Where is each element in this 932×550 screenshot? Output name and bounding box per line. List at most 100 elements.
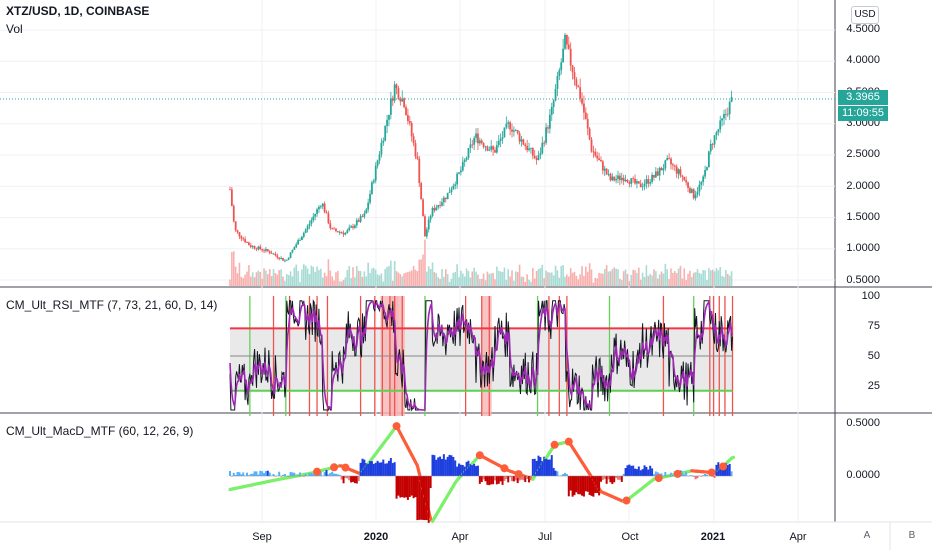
macd-histogram-bar [429, 476, 432, 488]
time-tick: Apr [789, 531, 807, 543]
volume-bar [675, 273, 678, 286]
candle-body [461, 161, 464, 171]
macd-histogram-bar [613, 476, 616, 483]
volume-bar [367, 262, 369, 286]
macd-histogram-bar [705, 474, 708, 476]
candle-body [524, 144, 527, 147]
volume-bar [297, 270, 299, 286]
candle-body [283, 260, 286, 262]
volume-bar [270, 276, 273, 286]
candle-body [408, 121, 411, 124]
rsi-indicator-title[interactable]: CM_Ult_RSI_MTF (7, 73, 21, 60, D, 14) [6, 298, 218, 312]
candle-body [389, 98, 392, 115]
macd-histogram-bar [656, 472, 659, 476]
candle-body [704, 169, 706, 177]
candle-body [639, 183, 642, 187]
volume-bar [600, 273, 602, 286]
volume-bar [272, 269, 275, 286]
macd-histogram-bar [458, 463, 461, 476]
macd-histogram-bar [639, 470, 642, 476]
macd-cross-dot [475, 451, 484, 460]
candle-body [431, 208, 434, 216]
time-tick: Oct [621, 531, 639, 543]
volume-bar [479, 278, 481, 286]
price-tick: 1.5000 [846, 211, 880, 223]
macd-histogram-bar [387, 460, 390, 476]
candle-body [384, 125, 387, 141]
candle-body [495, 145, 498, 153]
volume-bar [433, 272, 436, 286]
price-tick: 2.5000 [846, 148, 880, 160]
candle-body [516, 130, 519, 134]
volume-bar [325, 276, 328, 286]
macd-histogram-bar [228, 470, 231, 476]
volume-bar [448, 281, 451, 286]
macd-histogram-bar [287, 476, 290, 477]
candle-body [405, 107, 407, 116]
volume-bar [592, 282, 595, 286]
candle-body [603, 168, 606, 171]
macd-histogram-bar [369, 461, 372, 476]
macd-histogram-bar [681, 471, 684, 476]
candle-body [541, 142, 544, 154]
volume-bar [706, 279, 708, 286]
candle-body [261, 249, 264, 251]
candle-body [484, 146, 487, 148]
volume-bar [422, 254, 424, 286]
macd-histogram-bar [630, 465, 633, 476]
volume-bar [549, 272, 551, 286]
macd-histogram-bar [634, 468, 637, 476]
candle-body [467, 147, 470, 158]
chart-settings-button[interactable]: B [908, 530, 916, 541]
candle-body [707, 151, 710, 168]
candle-body [427, 219, 430, 230]
macd-histogram-bar [524, 476, 527, 483]
volume-bar [429, 268, 432, 286]
candle-body [433, 208, 436, 211]
volume-bar [586, 271, 589, 286]
macd-histogram-bar [350, 476, 353, 483]
candle-body [374, 165, 377, 181]
volume-bar [569, 268, 572, 286]
candle-body [528, 148, 530, 151]
macd-histogram-bar [582, 476, 585, 497]
macd-histogram-bar [651, 468, 654, 476]
volume-bar [348, 265, 351, 286]
macd-histogram-bar [671, 474, 674, 476]
macd-histogram-bar [490, 476, 493, 485]
macd-histogram-bar [461, 464, 464, 476]
candle-body [321, 203, 324, 207]
currency-button[interactable]: USD [851, 6, 879, 24]
candle-body [671, 164, 674, 166]
candle-body [482, 143, 485, 147]
macd-histogram-bar [448, 454, 451, 476]
volume-bar [284, 280, 286, 286]
candle-body [560, 62, 563, 71]
auto-scale-button[interactable]: A [863, 530, 871, 541]
macd-histogram-bar [380, 462, 383, 476]
volume-bar [333, 280, 335, 286]
volume-bar [354, 277, 356, 286]
volume-bar [278, 270, 280, 286]
macd-histogram-bar [386, 463, 389, 476]
volume-bar [374, 269, 377, 286]
candle-body [683, 176, 686, 181]
candle-body [270, 252, 273, 254]
volume-bar [301, 269, 303, 286]
candle-body [607, 173, 610, 175]
volume-bar [602, 273, 604, 286]
candle-body [399, 98, 402, 102]
candle-body [346, 230, 349, 233]
macd-histogram-bar [503, 476, 506, 481]
macd-indicator-title[interactable]: CM_Ult_MacD_MTF (60, 12, 26, 9) [6, 424, 194, 438]
macd-histogram-bar [329, 472, 332, 476]
volume-bar [352, 267, 354, 286]
candle-body [626, 180, 629, 183]
volume-bar [321, 277, 324, 286]
candle-body [571, 65, 574, 73]
macd-histogram-bar [418, 476, 421, 520]
volume-bar [537, 269, 540, 286]
macd-histogram-bar [516, 476, 519, 484]
macd-histogram-bar [450, 455, 453, 476]
